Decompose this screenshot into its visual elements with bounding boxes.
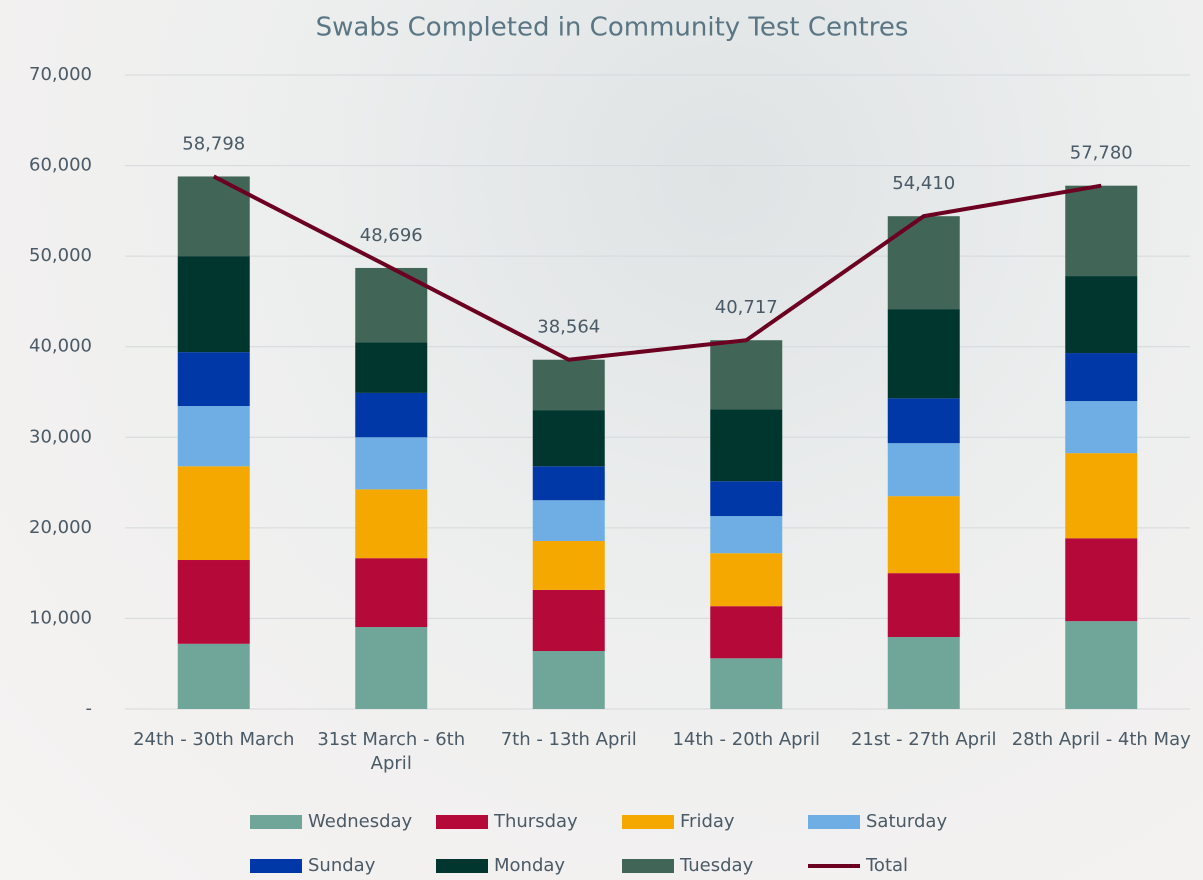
legend-label: Tuesday: [680, 855, 754, 876]
bar-segment: [177, 352, 250, 407]
data-label: 58,798: [182, 133, 245, 154]
bar-segment: [177, 643, 250, 709]
bar-segment: [710, 516, 783, 554]
bar-segment: [177, 560, 250, 644]
bar-segment: [887, 636, 960, 709]
bar-segment: [355, 342, 428, 393]
data-label: 57,780: [1070, 143, 1133, 164]
legend-item: Wednesday: [250, 811, 412, 832]
y-tick-label: -: [86, 698, 93, 719]
bar-segment: [532, 466, 605, 501]
bar-segment: [1065, 353, 1138, 402]
data-label: 38,564: [537, 317, 600, 338]
bar-segment: [355, 558, 428, 628]
legend-item: Total: [808, 855, 908, 876]
bar-segment: [355, 437, 428, 490]
y-tick-label: 30,000: [29, 426, 92, 447]
y-tick-label: 40,000: [29, 336, 92, 357]
bar-segment: [355, 489, 428, 559]
legend-item: Monday: [436, 855, 565, 876]
y-tick-label: 10,000: [29, 607, 92, 628]
bar-segment: [887, 216, 960, 310]
legend-item: Saturday: [808, 811, 947, 832]
legend-swatch: [622, 858, 674, 873]
bar-segment: [532, 359, 605, 411]
x-tick-label: 24th - 30th March: [133, 729, 295, 750]
bar-segment: [532, 540, 605, 590]
legend-label: Sunday: [308, 855, 376, 876]
legend-swatch: [622, 814, 674, 829]
y-tick-label: 70,000: [29, 64, 92, 85]
legend-swatch: [250, 858, 302, 873]
bar-segment: [887, 443, 960, 497]
legend-label: Total: [866, 855, 909, 876]
total-line: [212, 174, 1102, 362]
bar-segment: [177, 466, 250, 561]
bar-segment: [710, 658, 783, 709]
legend-item: Thursday: [436, 811, 578, 832]
data-label: 48,696: [360, 225, 423, 246]
bar-segment: [1065, 621, 1138, 709]
bar-segment: [177, 406, 250, 467]
data-label: 40,717: [715, 297, 778, 318]
legend-swatch: [808, 814, 860, 829]
bar-segment: [1065, 401, 1138, 454]
bar-segment: [1065, 538, 1138, 622]
legend-label: Wednesday: [308, 811, 413, 832]
bar-segment: [532, 651, 605, 709]
bar-segment: [710, 481, 783, 517]
legend-label: Thursday: [494, 811, 578, 832]
legend-swatch: [808, 863, 860, 868]
x-tick-label: 28th April - 4th May: [1011, 729, 1191, 750]
legend-label: Monday: [494, 855, 566, 876]
legend-item: Friday: [622, 811, 735, 832]
legend-swatch: [436, 814, 488, 829]
legend-item: Tuesday: [622, 855, 753, 876]
legend-label: Friday: [680, 811, 735, 832]
bar-segment: [710, 606, 783, 659]
y-tick-label: 60,000: [29, 155, 92, 176]
x-tick-label: 7th - 13th April: [500, 729, 637, 750]
bar-segment: [710, 340, 783, 410]
bar-segment: [1065, 276, 1138, 354]
bar-segment: [887, 496, 960, 574]
bar-segment: [887, 573, 960, 637]
x-tick-label: 31st March - 6th April: [317, 729, 466, 774]
x-tick-label: 21st - 27th April: [850, 729, 997, 750]
bar-segment: [887, 309, 960, 399]
legend-swatch: [250, 814, 302, 829]
bar-segment: [887, 398, 960, 444]
legend-item: Sunday: [250, 855, 375, 876]
chart-title: Swabs Completed in Community Test Centre…: [316, 13, 909, 43]
bar-segment: [177, 256, 250, 353]
bar-segment: [1065, 453, 1138, 539]
bar-segment: [1065, 185, 1138, 277]
x-tick-label: 14th - 20th April: [672, 729, 821, 750]
data-label: 54,410: [892, 173, 955, 194]
bar-segment: [710, 553, 783, 607]
bar-segment: [532, 589, 605, 652]
bar-segment: [710, 409, 783, 482]
bar-segment: [355, 392, 428, 438]
bar-segment: [532, 410, 605, 467]
legend-swatch: [436, 858, 488, 873]
bar-segment: [355, 627, 428, 709]
legend-label: Saturday: [866, 811, 948, 832]
y-tick-label: 50,000: [29, 245, 92, 266]
y-tick-label: 20,000: [29, 517, 92, 538]
bar-segment: [532, 500, 605, 541]
